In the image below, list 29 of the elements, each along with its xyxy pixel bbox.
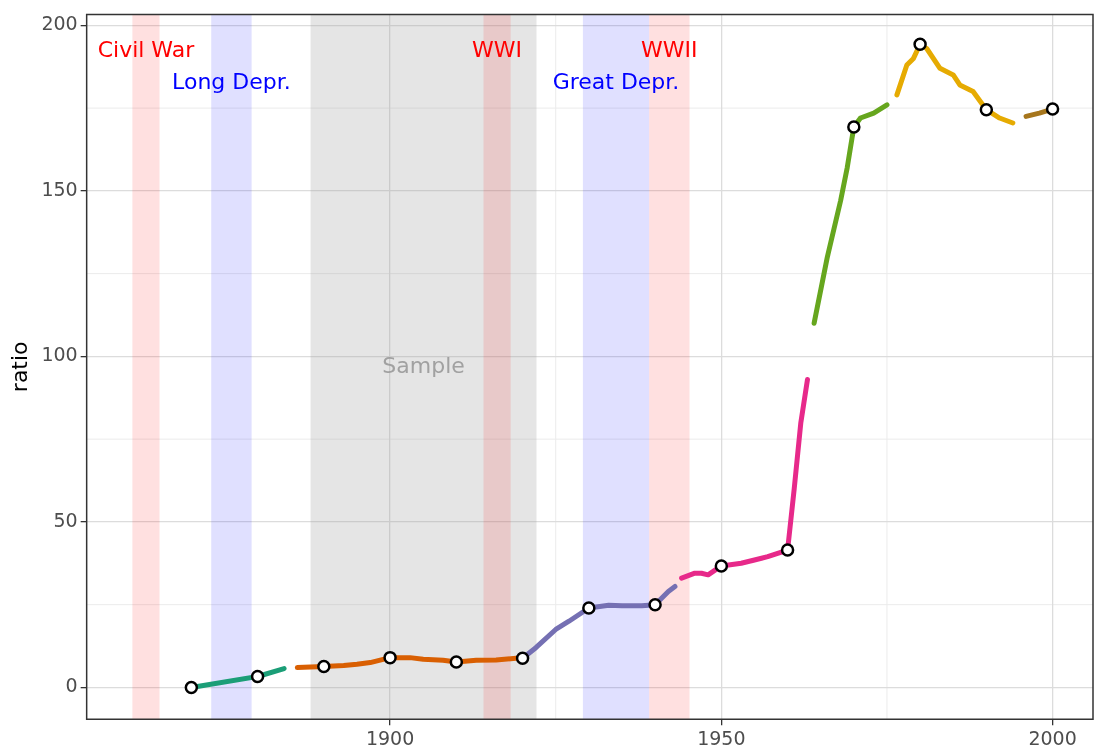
point: [847, 120, 861, 134]
band-label: WWII: [641, 37, 698, 63]
point: [317, 659, 331, 674]
y-tick-label: 100: [41, 343, 78, 366]
y-tick-label: 200: [41, 12, 78, 35]
band-label: Great Depr.: [552, 69, 680, 95]
y-tick-label: 0: [65, 674, 78, 697]
x-tick-label: 2000: [1028, 726, 1077, 749]
y-axis-title: ratio: [6, 341, 32, 393]
point: [582, 601, 596, 615]
band-label: Long Depr.: [172, 69, 291, 95]
point: [383, 650, 397, 665]
point: [714, 559, 729, 573]
point: [648, 597, 662, 612]
x-tick-label: 1900: [365, 726, 415, 749]
point: [979, 102, 994, 117]
point: [184, 680, 199, 695]
y-tick-label: 50: [53, 508, 78, 531]
point: [913, 37, 927, 51]
point: [780, 543, 795, 557]
point: [449, 655, 464, 669]
band-label: WWI: [472, 37, 523, 63]
y-tick-label: 150: [41, 177, 78, 200]
x-tick-label: 1950: [697, 726, 746, 749]
point: [250, 669, 265, 684]
band-label: Civil War: [97, 37, 196, 63]
band-label: Sample: [382, 352, 465, 378]
point: [515, 651, 530, 666]
point: [1045, 102, 1060, 116]
